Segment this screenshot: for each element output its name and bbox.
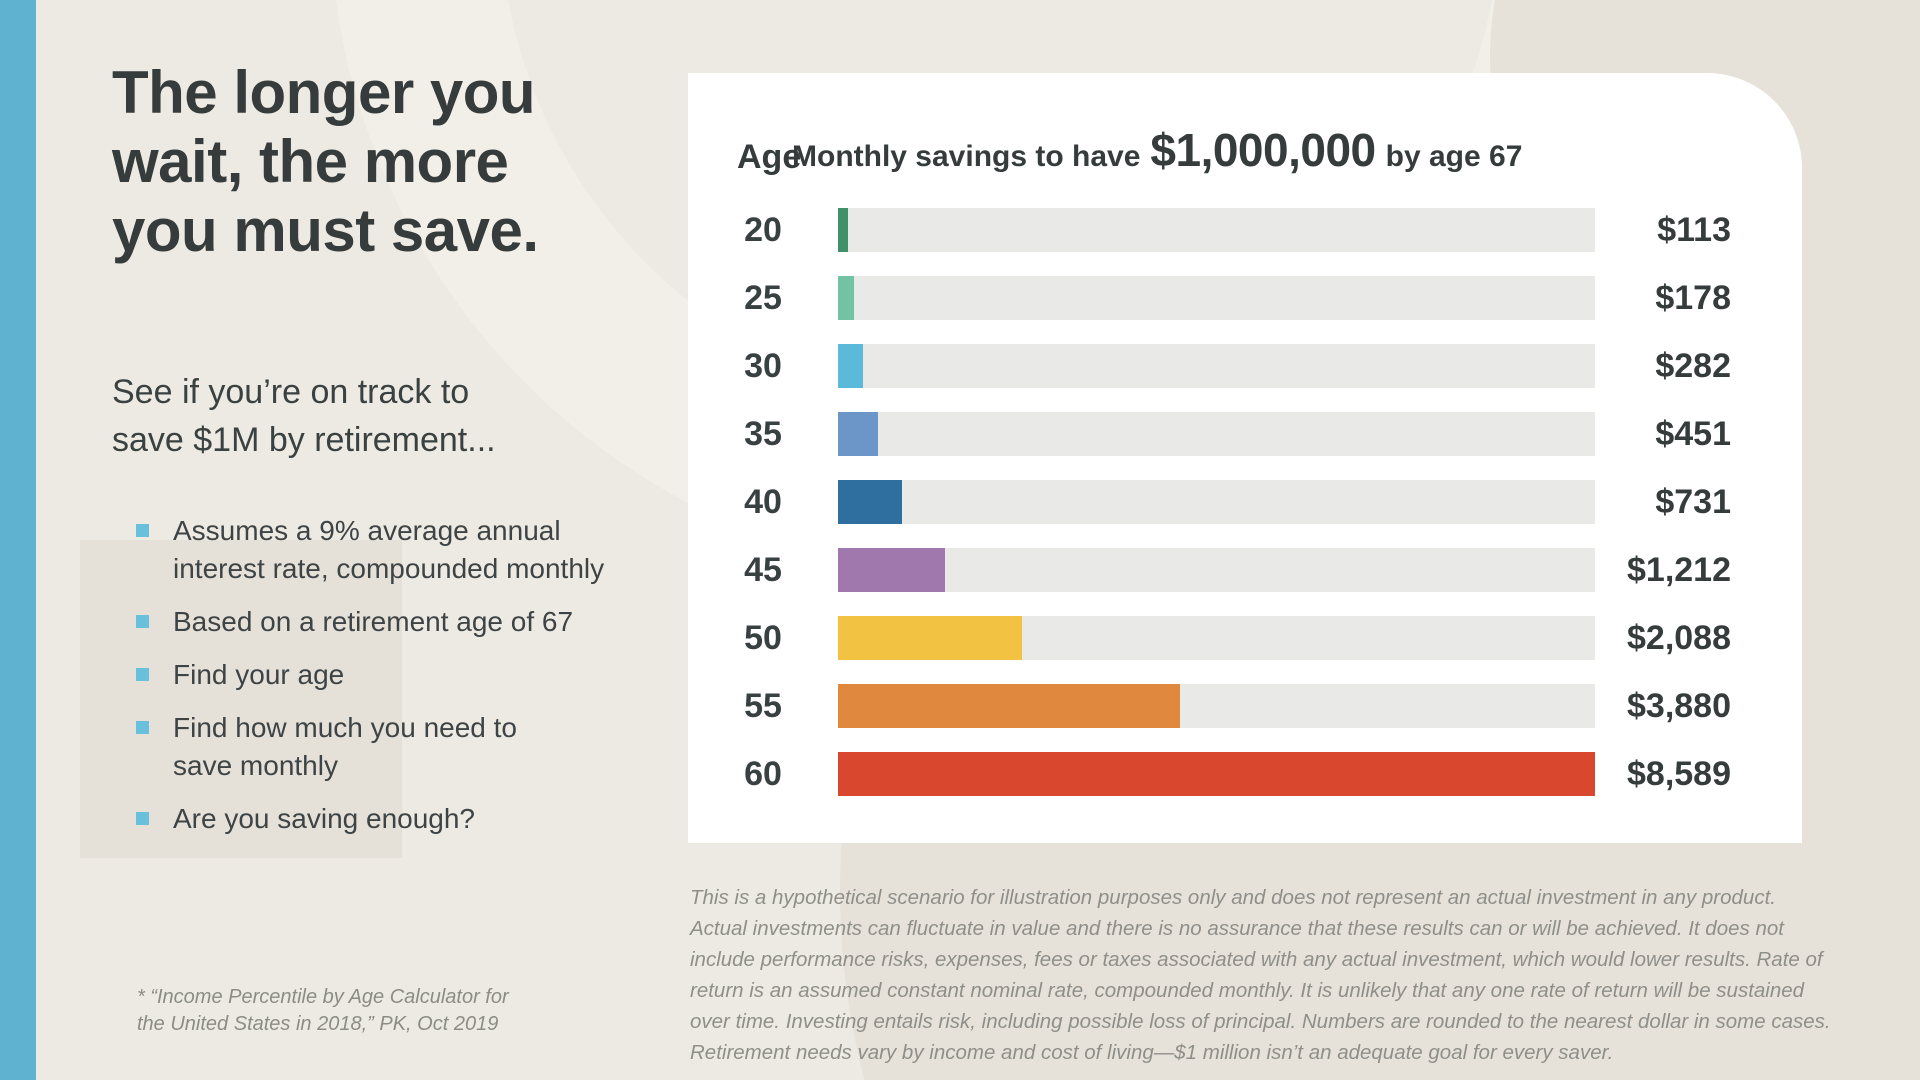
bullet-item: Find your age — [136, 656, 616, 694]
bullet-list: Assumes a 9% average annual interest rat… — [136, 512, 616, 853]
age-label: 20 — [744, 210, 782, 249]
bullet-square-icon — [136, 668, 149, 681]
bar-track — [838, 684, 1595, 728]
bar-track — [838, 208, 1595, 252]
bar-value: $113 — [1657, 210, 1731, 249]
bar-value: $1,212 — [1627, 550, 1731, 589]
bullet-text: Find your age — [173, 659, 345, 690]
bar-track — [838, 752, 1595, 796]
age-label: 60 — [744, 754, 782, 793]
bullet-text: Are you saving enough? — [173, 803, 475, 834]
left-accent-stripe — [0, 0, 36, 1080]
bar-fill — [838, 412, 878, 456]
bullet-square-icon — [136, 721, 149, 734]
bar-track — [838, 548, 1595, 592]
bar-fill — [838, 616, 1023, 660]
age-label: 25 — [744, 278, 782, 317]
bar-fill — [838, 684, 1180, 728]
bar-fill — [838, 752, 1595, 796]
bar-value: $178 — [1655, 278, 1731, 317]
chart-title-suffix: by age 67 — [1385, 140, 1523, 173]
bar-fill — [838, 480, 903, 524]
bullet-item: Assumes a 9% average annual interest rat… — [136, 512, 616, 588]
bullet-text: Find how much you need to save monthly — [173, 712, 517, 781]
bar-value: $451 — [1655, 414, 1731, 453]
bullet-list-backdrop — [80, 540, 402, 858]
bullet-text: Based on a retirement age of 67 — [173, 606, 574, 637]
chart-title-amount: $1,000,000 — [1150, 124, 1376, 176]
age-column-header: Age — [737, 138, 802, 176]
bar-value: $8,589 — [1627, 754, 1731, 793]
age-label: 55 — [744, 686, 782, 725]
bullet-square-icon — [136, 524, 149, 537]
chart-card: Age Monthly savings to have $1,000,000 b… — [688, 73, 1802, 843]
bar-value: $282 — [1655, 346, 1731, 385]
age-label: 30 — [744, 346, 782, 385]
bar-row: 55 $3,880 — [688, 684, 1802, 728]
bar-row: 45 $1,212 — [688, 548, 1802, 592]
bar-track — [838, 344, 1595, 388]
bar-fill — [838, 548, 945, 592]
bar-value: $3,880 — [1627, 686, 1731, 725]
bar-row: 20 $113 — [688, 208, 1802, 252]
bar-track — [838, 412, 1595, 456]
bar-row: 30 $282 — [688, 344, 1802, 388]
age-label: 50 — [744, 618, 782, 657]
bullet-item: Based on a retirement age of 67 — [136, 603, 616, 641]
chart-title-prefix: Monthly savings to have — [792, 140, 1141, 173]
chart-title: Monthly savings to have $1,000,000 by ag… — [792, 123, 1522, 177]
bar-row: 40 $731 — [688, 480, 1802, 524]
bar-track — [838, 480, 1595, 524]
age-label: 35 — [744, 414, 782, 453]
bar-fill — [838, 276, 854, 320]
bar-row: 35 $451 — [688, 412, 1802, 456]
bar-row: 25 $178 — [688, 276, 1802, 320]
bullet-square-icon — [136, 615, 149, 628]
bullet-item: Are you saving enough? — [136, 800, 616, 838]
bar-value: $2,088 — [1627, 618, 1731, 657]
subheadline: See if you’re on track to save $1M by re… — [112, 373, 496, 459]
bar-track — [838, 616, 1595, 660]
bullet-square-icon — [136, 812, 149, 825]
bullet-text: Assumes a 9% average annual interest rat… — [173, 515, 605, 584]
bar-row: 50 $2,088 — [688, 616, 1802, 660]
bullet-item: Find how much you need to save monthly — [136, 709, 616, 785]
disclaimer-text: This is a hypothetical scenario for illu… — [690, 886, 1831, 1064]
age-label: 45 — [744, 550, 782, 589]
headline: The longer you wait, the more you must s… — [112, 59, 539, 264]
bar-fill — [838, 344, 863, 388]
bar-row: 60 $8,589 — [688, 752, 1802, 796]
bar-track — [838, 276, 1595, 320]
bar-value: $731 — [1655, 482, 1731, 521]
bar-rows: 20 $113 25 $178 30 $282 35 $451 40 $731 45 $1,212 50… — [688, 208, 1802, 820]
source-footnote: * “Income Percentile by Age Calculator f… — [137, 986, 509, 1035]
bar-fill — [838, 208, 848, 252]
age-label: 40 — [744, 482, 782, 521]
